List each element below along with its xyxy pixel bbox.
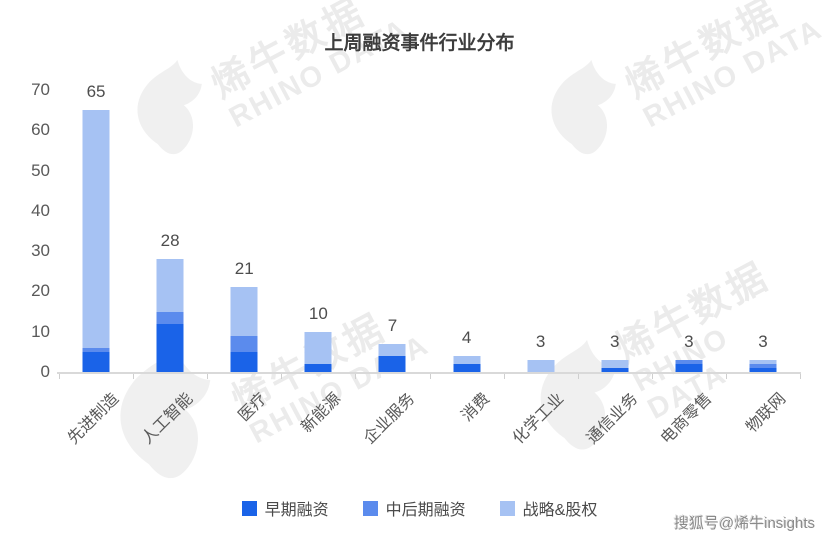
bar-value-label: 21 <box>234 259 254 279</box>
legend-item-3: 战略&股权 <box>499 496 598 520</box>
stacked-bar <box>156 259 184 372</box>
x-tick <box>133 374 135 379</box>
x-category-label: 电商零售 <box>657 390 716 448</box>
bar-segment-战略&股权 <box>527 359 555 372</box>
x-tick <box>651 374 653 379</box>
bar-column-4: 10 <box>281 90 355 372</box>
stacked-bar <box>82 110 110 372</box>
legend-label: 战略&股权 <box>522 502 598 519</box>
y-tick-label: 60 <box>31 120 50 140</box>
x-tick <box>800 374 801 379</box>
stacked-bar <box>675 359 703 372</box>
bar-segment-早期融资 <box>675 363 703 372</box>
bar-segment-早期融资 <box>82 351 110 372</box>
stacked-bar <box>230 287 258 372</box>
bar-value-label: 65 <box>86 82 106 102</box>
bar-value-label: 3 <box>684 331 694 351</box>
bar-value-label: 4 <box>461 327 472 347</box>
x-tick <box>577 374 579 379</box>
stacked-bar <box>378 343 406 372</box>
x-category-label: 通信业务 <box>583 390 642 448</box>
bar-segment-战略&股权 <box>601 359 629 368</box>
bar-value-label: 3 <box>758 331 768 351</box>
y-tick-label: 0 <box>40 362 50 381</box>
x-category-label: 先进制造 <box>65 390 123 448</box>
stacked-bar <box>527 359 555 372</box>
x-category-label: 消费 <box>458 390 493 425</box>
x-tick <box>281 374 283 379</box>
bar-segment-中后期融资 <box>82 347 110 352</box>
bar-value-label: 3 <box>535 331 546 351</box>
bar-segment-早期融资 <box>156 323 184 372</box>
x-category-label: 人工智能 <box>139 390 197 448</box>
bar-value-label: 3 <box>610 331 620 351</box>
y-tick-label: 20 <box>31 281 50 301</box>
x-tick <box>725 374 727 379</box>
legend-swatch-icon <box>241 500 257 516</box>
sohu-watermark: 搜狐号@烯牛insights <box>673 515 815 532</box>
legend: 早期融资 中后期融资 战略&股权 <box>0 496 823 520</box>
bar-column-1: 65 <box>59 82 133 372</box>
stacked-bar <box>749 359 777 372</box>
plot-area: 65 28 21 10 7 4 3 3 3 3 <box>59 82 800 372</box>
x-tick <box>503 374 505 379</box>
bar-segment-战略&股权 <box>749 359 777 364</box>
bar-segment-早期融资 <box>304 363 332 372</box>
x-tick <box>355 374 357 379</box>
bar-column-8: 3 <box>578 90 652 372</box>
y-tick-label: 10 <box>31 321 50 341</box>
stacked-bar <box>601 359 629 372</box>
legend-label: 中后期融资 <box>385 502 466 519</box>
legend-label: 早期融资 <box>264 502 329 519</box>
bar-segment-中后期融资 <box>156 311 184 324</box>
legend-item-2: 中后期融资 <box>362 496 466 520</box>
legend-item-1: 早期融资 <box>241 496 329 520</box>
bar-segment-战略&股权 <box>156 259 184 312</box>
bar-segment-战略&股权 <box>230 287 258 336</box>
bar-column-5: 7 <box>355 90 429 372</box>
bar-segment-中后期融资 <box>749 363 777 368</box>
x-tick <box>429 374 431 379</box>
x-tick <box>59 374 60 379</box>
bar-segment-战略&股权 <box>304 331 332 364</box>
stacked-bar <box>453 355 481 372</box>
y-tick-label: 70 <box>31 80 50 99</box>
bar-segment-早期融资 <box>453 363 481 372</box>
bar-column-7: 3 <box>504 90 578 372</box>
x-category-label: 医疗 <box>235 390 271 425</box>
legend-swatch-icon <box>362 500 378 516</box>
bar-segment-早期融资 <box>749 367 777 372</box>
bar-value-label: 28 <box>160 231 180 251</box>
bar-segment-早期融资 <box>601 367 629 372</box>
bar-segment-战略&股权 <box>378 343 406 356</box>
bar-segment-中后期融资 <box>230 335 258 352</box>
bar-segment-战略&股权 <box>453 355 481 364</box>
bar-value-label: 10 <box>308 303 328 323</box>
x-category-label: 新能源 <box>298 390 345 437</box>
stacked-bar <box>304 331 332 372</box>
x-axis-line <box>57 372 801 374</box>
bar-column-10: 3 <box>726 90 800 372</box>
x-tick <box>207 374 209 379</box>
y-tick-label: 30 <box>31 241 50 261</box>
legend-swatch-icon <box>499 500 515 516</box>
y-tick-label: 40 <box>31 200 50 220</box>
x-category-label: 物联网 <box>743 390 790 437</box>
y-tick-label: 50 <box>31 160 50 180</box>
bar-value-label: 7 <box>387 315 398 335</box>
bar-column-6: 4 <box>430 90 504 372</box>
chart-title: 上周融资事件行业分布 <box>324 33 515 54</box>
bar-column-3: 21 <box>207 90 281 372</box>
bar-column-9: 3 <box>652 90 726 372</box>
x-category-label: 企业服务 <box>361 390 419 448</box>
bar-segment-中后期融资 <box>675 359 703 364</box>
bar-segment-早期融资 <box>230 351 258 372</box>
x-category-label: 化学工业 <box>509 390 567 448</box>
bar-segment-早期融资 <box>378 355 406 372</box>
bar-column-2: 28 <box>133 90 207 372</box>
bar-segment-战略&股权 <box>82 110 110 348</box>
